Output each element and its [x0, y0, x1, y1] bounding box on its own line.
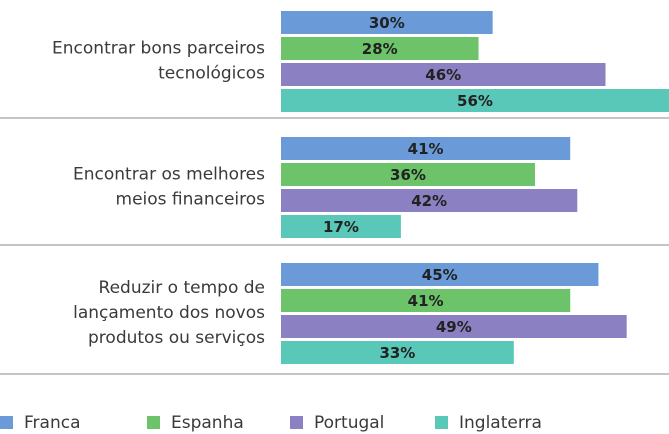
- category-label: Encontrar bons parceiros: [52, 39, 265, 59]
- value-label: 49%: [436, 318, 472, 336]
- bar: [281, 189, 578, 212]
- category-label: lançamento dos novos: [73, 303, 265, 323]
- legend-label: Inglaterra: [459, 413, 542, 433]
- category-label: produtos ou serviços: [88, 328, 265, 348]
- value-label: 28%: [362, 40, 398, 58]
- legend-swatch: [290, 416, 303, 429]
- legend-swatch: [435, 416, 448, 429]
- legend-swatch: [147, 416, 160, 429]
- category-label: tecnológicos: [158, 64, 265, 84]
- legend-label: Espanha: [171, 413, 244, 433]
- value-label: 33%: [379, 344, 415, 362]
- bar: [281, 163, 535, 186]
- bar: [281, 37, 479, 60]
- legend-swatch: [0, 416, 13, 429]
- bar: [281, 341, 514, 364]
- value-label: 41%: [408, 292, 444, 310]
- bar: [281, 315, 627, 338]
- value-label: 36%: [390, 166, 426, 184]
- legend-label: Portugal: [314, 413, 384, 433]
- bar: [281, 137, 571, 160]
- category-label: meios financeiros: [116, 190, 266, 210]
- category-label: Encontrar os melhores: [73, 165, 265, 185]
- value-label: 30%: [369, 14, 405, 32]
- value-label: 41%: [408, 140, 444, 158]
- bar: [281, 63, 606, 86]
- bar: [281, 263, 599, 286]
- category-label: Reduzir o tempo de: [99, 278, 265, 298]
- value-label: 42%: [411, 192, 447, 210]
- legend-label: Franca: [24, 413, 81, 433]
- bar: [281, 89, 669, 112]
- value-label: 46%: [425, 66, 461, 84]
- bar: [281, 289, 571, 312]
- value-label: 45%: [422, 266, 458, 284]
- value-label: 17%: [323, 218, 359, 236]
- bar: [281, 215, 401, 238]
- bar: [281, 11, 493, 34]
- value-label: 56%: [457, 92, 493, 110]
